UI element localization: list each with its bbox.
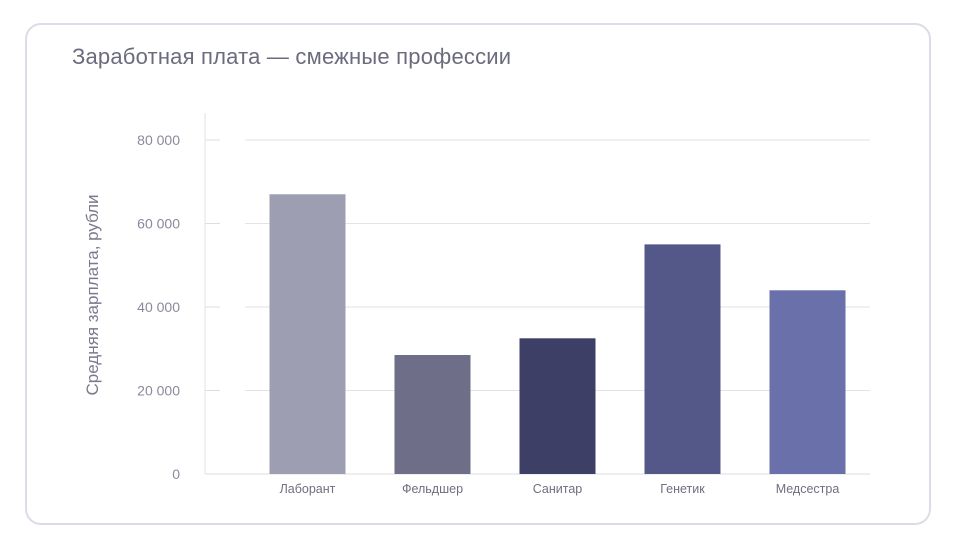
x-tick-labels: Лаборант Фельдшер Санитар Генетик Медсестра [280,482,840,496]
bar [769,290,846,474]
x-tick-label: Лаборант [280,482,336,496]
bar [644,244,721,474]
bar [394,355,471,474]
x-tick-label: Медсестра [776,482,840,496]
chart-title: Заработная плата — смежные профессии [72,44,512,69]
y-tick-labels: 0 20 000 40 000 60 000 80 000 [137,132,180,482]
y-tick-label: 40 000 [137,299,180,315]
y-tick-label: 80 000 [137,132,180,148]
x-tick-label: Санитар [533,482,583,496]
y-tick-label: 60 000 [137,216,180,232]
y-axis-label: Средняя зарплата, рубли [83,194,102,395]
bar [269,194,346,474]
bars [269,194,846,474]
x-tick-label: Генетик [660,482,705,496]
x-tick-label: Фельдшер [402,482,463,496]
y-tick-label: 20 000 [137,383,180,399]
bar [519,338,596,474]
y-tick-label: 0 [172,466,180,482]
